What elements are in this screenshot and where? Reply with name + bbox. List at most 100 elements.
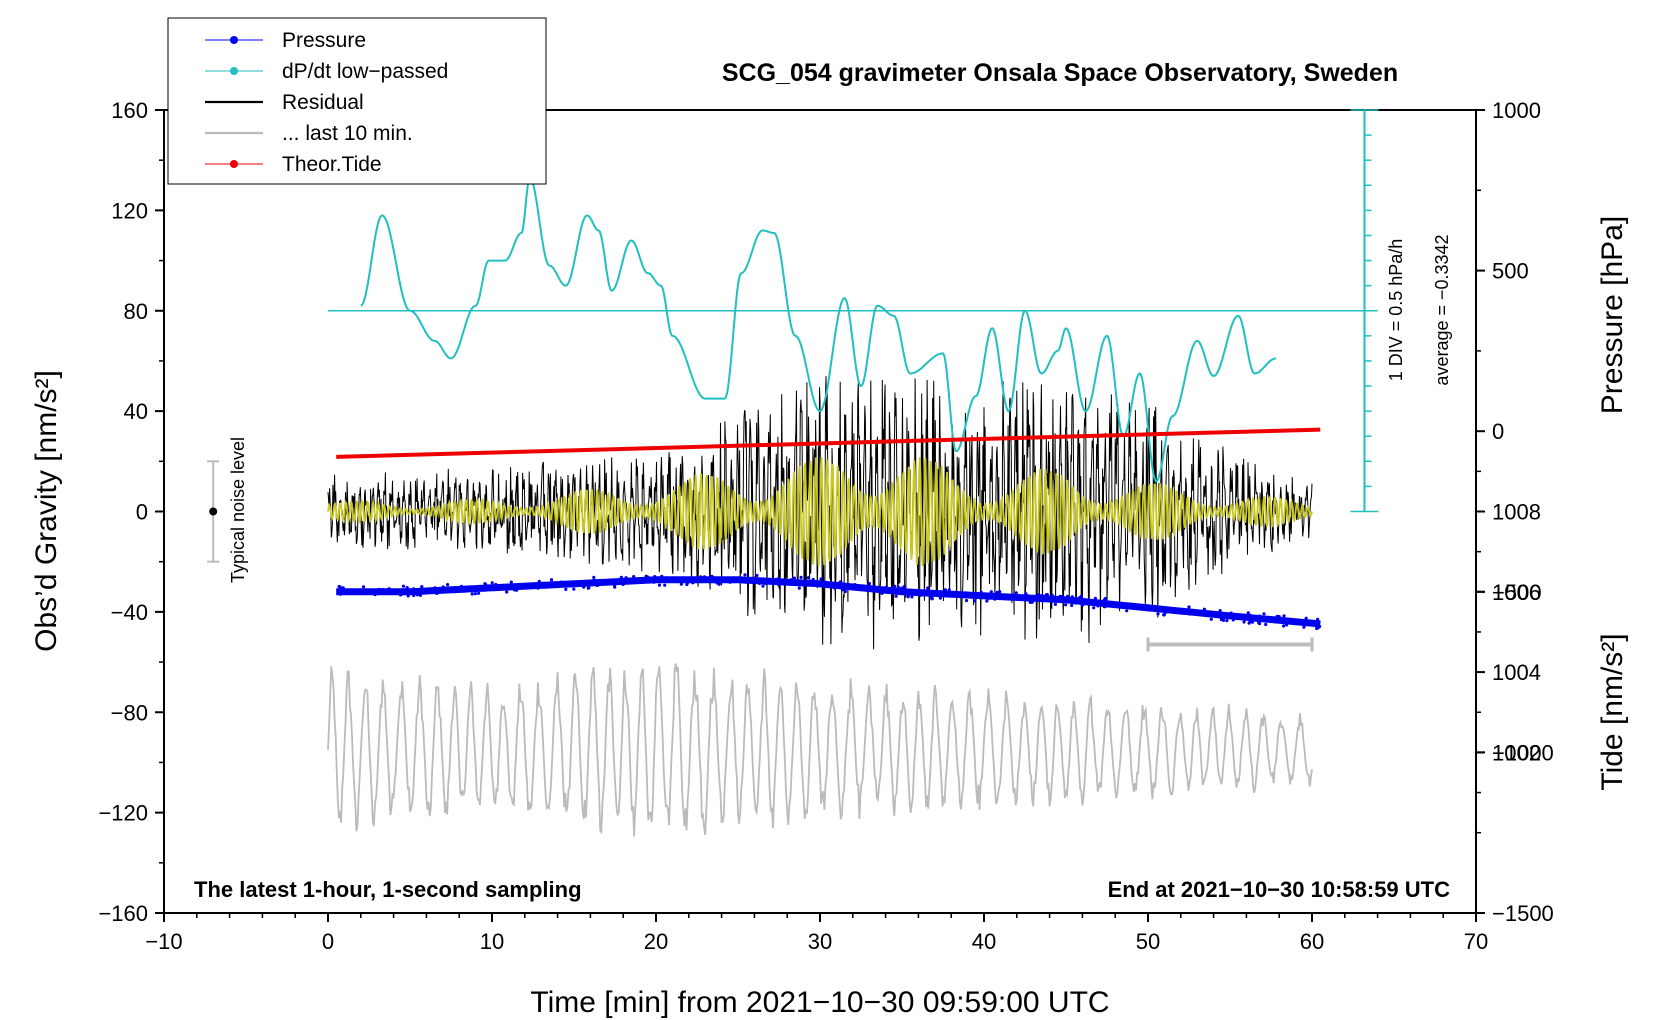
- y-axis-label-gravity: Obs’d Gravity [nm/s²]: [30, 370, 63, 652]
- pressure-point: [1248, 613, 1252, 617]
- pressure-point: [596, 582, 600, 586]
- pressure-point: [989, 590, 993, 594]
- pressure-point: [1316, 617, 1320, 622]
- pressure-point: [1266, 619, 1270, 623]
- pressure-point: [1246, 611, 1250, 615]
- pressure-point: [377, 587, 381, 591]
- pressure-point: [1055, 598, 1059, 602]
- pressure-point: [1005, 594, 1009, 598]
- pressure-point: [730, 577, 734, 581]
- x-tick-label: 30: [808, 929, 832, 954]
- pressure-point: [1304, 616, 1308, 620]
- pressure-point: [441, 585, 445, 589]
- pressure-point: [902, 585, 906, 589]
- pressure-point: [389, 590, 393, 594]
- pressure-point: [743, 573, 747, 577]
- pressure-point: [1242, 620, 1246, 624]
- pressure-point: [418, 593, 422, 598]
- pressure-point: [363, 591, 367, 595]
- tide-tick-label: −1500: [1492, 901, 1554, 926]
- pressure-point: [1164, 607, 1168, 612]
- pressure-point: [537, 582, 541, 586]
- pressure-point: [494, 582, 498, 587]
- pressure-point: [964, 598, 969, 603]
- pressure-point: [1102, 605, 1106, 609]
- x-tick-label: −10: [145, 929, 182, 954]
- pressure-point: [943, 588, 947, 592]
- pressure-point: [682, 576, 686, 580]
- x-tick-label: 70: [1464, 929, 1488, 954]
- pressure-point: [356, 591, 360, 595]
- pressure-point: [860, 588, 864, 592]
- pressure-point: [1290, 619, 1294, 624]
- pressure-point: [998, 590, 1002, 594]
- pressure-point: [983, 592, 987, 596]
- pressure-tick-label: 1002: [1492, 740, 1541, 765]
- pressure-point: [395, 589, 400, 594]
- pressure-point: [632, 575, 636, 579]
- legend-label: ... last 10 min.: [282, 122, 413, 145]
- pressure-point: [691, 581, 695, 585]
- pressure-point: [642, 577, 646, 581]
- pressure-point: [679, 582, 684, 586]
- legend-marker: [230, 160, 238, 168]
- pressure-point: [893, 584, 897, 588]
- pressure-point: [477, 591, 481, 595]
- pressure-point: [1028, 600, 1032, 604]
- pressure-point: [592, 575, 596, 580]
- footer-left: The latest 1-hour, 1-second sampling: [194, 877, 582, 902]
- pressure-point: [1044, 593, 1048, 597]
- noise-level-indicator: Typical noise level: [207, 437, 248, 583]
- pressure-point: [490, 581, 494, 585]
- pressure-point: [549, 578, 554, 582]
- y-tick-label: −40: [111, 600, 148, 625]
- pressure-point: [361, 585, 366, 589]
- pressure-point: [1026, 597, 1030, 601]
- pressure-point: [387, 587, 391, 591]
- y-tick-label: 40: [124, 399, 148, 424]
- pressure-point: [1093, 596, 1097, 601]
- legend-label: Pressure: [282, 29, 366, 52]
- pressure-point: [505, 590, 509, 594]
- pressure-point: [653, 575, 657, 579]
- pressure-point: [475, 585, 479, 589]
- pressure-point: [1103, 596, 1108, 601]
- pressure-point: [1264, 622, 1268, 627]
- x-tick-label: 40: [972, 929, 996, 954]
- pressure-point: [929, 592, 933, 597]
- pressure-point: [1302, 625, 1306, 629]
- pressure-point: [457, 589, 461, 593]
- pressure-point: [375, 592, 379, 596]
- pressure-point: [483, 582, 487, 586]
- y-tick-label: −120: [98, 801, 148, 826]
- pressure-point: [470, 592, 474, 596]
- x-axis: −10 0 10 20 30 40 50 60 70: [145, 913, 1488, 954]
- pressure-point: [1162, 613, 1166, 617]
- pressure-point: [1172, 607, 1176, 611]
- pressure-point: [721, 576, 725, 580]
- footer-right: End at 2021−10−30 10:58:59 UTC: [1108, 877, 1451, 902]
- pressure-point: [628, 579, 632, 584]
- pressure-point: [894, 594, 898, 598]
- pressure-point: [947, 588, 951, 592]
- tide-tick-label: −1000: [1492, 740, 1554, 765]
- y-tick-label: −160: [98, 901, 148, 926]
- pressure-point: [621, 582, 625, 587]
- pressure-point: [884, 585, 888, 589]
- pressure-point: [1109, 604, 1113, 608]
- pressure-point: [339, 586, 343, 590]
- pressure-point: [339, 592, 343, 596]
- pressure-point: [776, 576, 781, 581]
- pressure-point: [1050, 595, 1054, 600]
- pressure-point: [581, 583, 585, 587]
- tide-tick-label: 1000: [1492, 98, 1541, 123]
- pressure-point: [792, 576, 797, 580]
- pressure-point: [839, 580, 843, 584]
- series-residual-lowpassed: [327, 457, 1313, 567]
- pressure-point: [930, 597, 934, 601]
- pressure-point: [819, 577, 823, 581]
- pressure-tick-label: 1004: [1492, 660, 1541, 685]
- pressure-point: [428, 588, 432, 593]
- pressure-point: [1262, 612, 1266, 616]
- legend-marker: [230, 67, 238, 75]
